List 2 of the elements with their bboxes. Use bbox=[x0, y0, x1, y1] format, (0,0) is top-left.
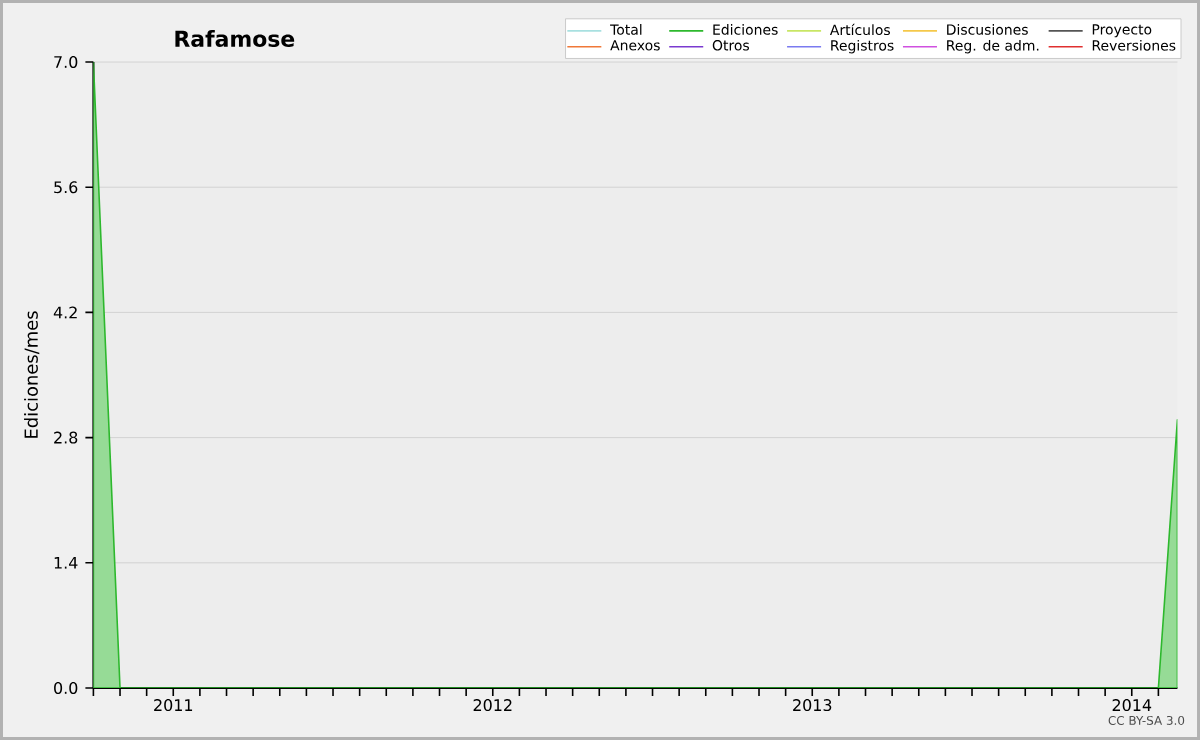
y-axis-title: Ediciones/mes bbox=[24, 311, 40, 438]
chart-title: Rafamose bbox=[175, 30, 295, 47]
